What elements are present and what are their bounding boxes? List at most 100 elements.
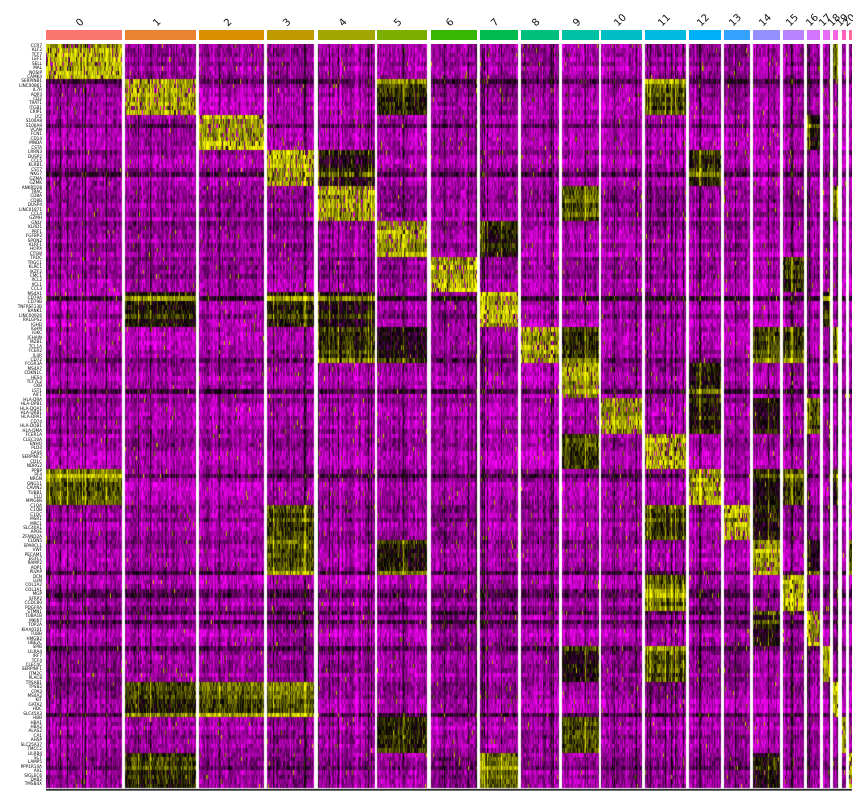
gene-label: LINC01871: [19, 206, 42, 212]
gene-label: HLA-DRA: [23, 396, 42, 402]
gene-label: GAS6: [30, 449, 42, 455]
cluster-label-3: 3: [280, 16, 294, 29]
gene-label: CAMK4: [27, 73, 42, 79]
gene-label: GNG11: [27, 480, 42, 486]
gene-label: PLD4: [31, 445, 42, 451]
cluster-bar-6: [431, 30, 477, 40]
gene-label: TCF4: [31, 657, 42, 663]
gene-label: LEF1: [31, 56, 42, 62]
gene-label: ENHO: [29, 440, 42, 446]
gene-label: ITM2C: [29, 670, 42, 676]
gene-label: IGHM: [30, 326, 42, 331]
gene-label: KLRB1: [28, 162, 42, 168]
gene-label: CRIP1: [29, 109, 42, 115]
gene-label: KIAA0101: [21, 626, 42, 632]
cluster-bar-8: [521, 30, 559, 40]
gene-label: KLRF1: [28, 241, 42, 247]
cluster-label-6: 6: [444, 16, 457, 29]
gene-label: DUSP4: [27, 202, 42, 208]
gene-label: CCL5: [31, 157, 42, 163]
gene-label: TRGC1: [27, 259, 42, 265]
gene-label: TUBA1B: [25, 613, 42, 619]
gene-label: TCL1A: [28, 343, 42, 349]
cluster-bar-18: [833, 30, 838, 40]
gene-label: HES4: [30, 374, 42, 380]
gene-label: MS4A7: [27, 365, 42, 371]
gene-label: TRAC: [30, 188, 42, 194]
gene-label: FCER1A: [25, 432, 42, 438]
gene-label: CPA3: [31, 688, 42, 694]
gene-label: KIT: [35, 697, 42, 703]
gene-label: CD8A: [30, 193, 42, 199]
gene-label: HDC: [32, 706, 42, 712]
gene-label: SERPINF2: [21, 454, 42, 460]
gene-label: TCF7: [31, 51, 42, 57]
gene-label: IGKC: [32, 330, 42, 336]
gene-label: IRF7: [32, 653, 42, 659]
gene-label: IGHD: [31, 321, 42, 327]
gene-label: CLU: [33, 494, 42, 500]
gene-label: GZMH: [29, 215, 42, 221]
gene-label: COL1A2: [25, 582, 42, 588]
gene-label: HLA-DPA1: [21, 414, 42, 420]
gene-label: AHSP: [30, 737, 42, 743]
gene-label: SLC40A1: [23, 524, 42, 530]
gene-label: DUSP2: [27, 153, 42, 159]
gene-label: CTSW: [29, 250, 42, 256]
gene-label: LILRB4: [27, 750, 42, 756]
gene-label: GZMA: [29, 175, 42, 181]
gene-label: HLA-DPB1: [20, 401, 42, 407]
cluster-bar-4: [318, 30, 375, 40]
gene-label: C1QA: [30, 502, 42, 508]
gene-label: TMSB4X: [24, 781, 42, 787]
gene-label: CCDC80: [24, 600, 42, 606]
gene-label: XCL2: [31, 277, 43, 283]
gene-label: C1QC: [30, 511, 42, 517]
cluster-bar-7: [480, 30, 518, 40]
gene-label: LAMP5: [27, 759, 42, 765]
gene-label: LST1: [31, 387, 42, 393]
gene-label: SCT: [33, 754, 42, 760]
gene-label: CD14: [30, 135, 42, 141]
gene-label: MS4A2: [27, 693, 42, 699]
gene-label: HBA2: [30, 723, 42, 729]
cluster-label-11: 11: [655, 12, 673, 29]
gene-label: FCGR3A: [24, 361, 42, 367]
gene-label: GNLY: [31, 219, 42, 225]
gene-label: CD74: [30, 418, 42, 424]
gene-label: EGFL7: [28, 555, 42, 561]
gene-label: NOSIP: [29, 69, 42, 75]
gene-label: COL3A1: [25, 586, 42, 592]
gene-label: MSR1: [30, 516, 42, 522]
gene-label: SLC25A37: [20, 741, 42, 747]
gene-label: APOE: [30, 529, 42, 535]
cluster-label-4: 4: [336, 16, 350, 29]
gene-label: MNDA: [29, 140, 42, 146]
gene-label: CD8B: [30, 197, 42, 203]
gene-label: CCL4: [31, 211, 42, 217]
gene-label: RAMP2: [27, 560, 42, 566]
gene-label: CD79A: [27, 295, 42, 301]
gene-label: LUM: [33, 578, 42, 584]
cluster-bar-14: [753, 30, 780, 40]
gene-label: CD79B: [27, 299, 42, 305]
gene-label: PPBP: [31, 467, 42, 473]
gene-label: VWF: [32, 547, 42, 553]
gene-label: PLAC8: [28, 675, 42, 681]
gene-label: HBA1: [30, 719, 42, 725]
cluster-label-5: 5: [392, 16, 405, 29]
gene-label: DAB2: [30, 777, 42, 783]
gene-label: MAL: [33, 65, 42, 71]
cluster-bar-5: [377, 30, 427, 40]
gene-label: CA1: [33, 732, 42, 738]
gene-label: SPARCL1: [23, 542, 42, 548]
gene-label: MGP: [32, 591, 42, 597]
gene-label: SERPINF1: [21, 666, 42, 672]
gene-label: CLEC10A: [22, 436, 42, 442]
gene-label: PDGFRA: [24, 604, 42, 610]
gene-label: ITGB1: [29, 104, 42, 110]
gene-label: KLF2: [31, 47, 42, 53]
gene-label: HLA-DMA: [22, 427, 42, 433]
cluster-label-13: 13: [727, 12, 745, 29]
cluster-bar-15: [783, 30, 804, 40]
